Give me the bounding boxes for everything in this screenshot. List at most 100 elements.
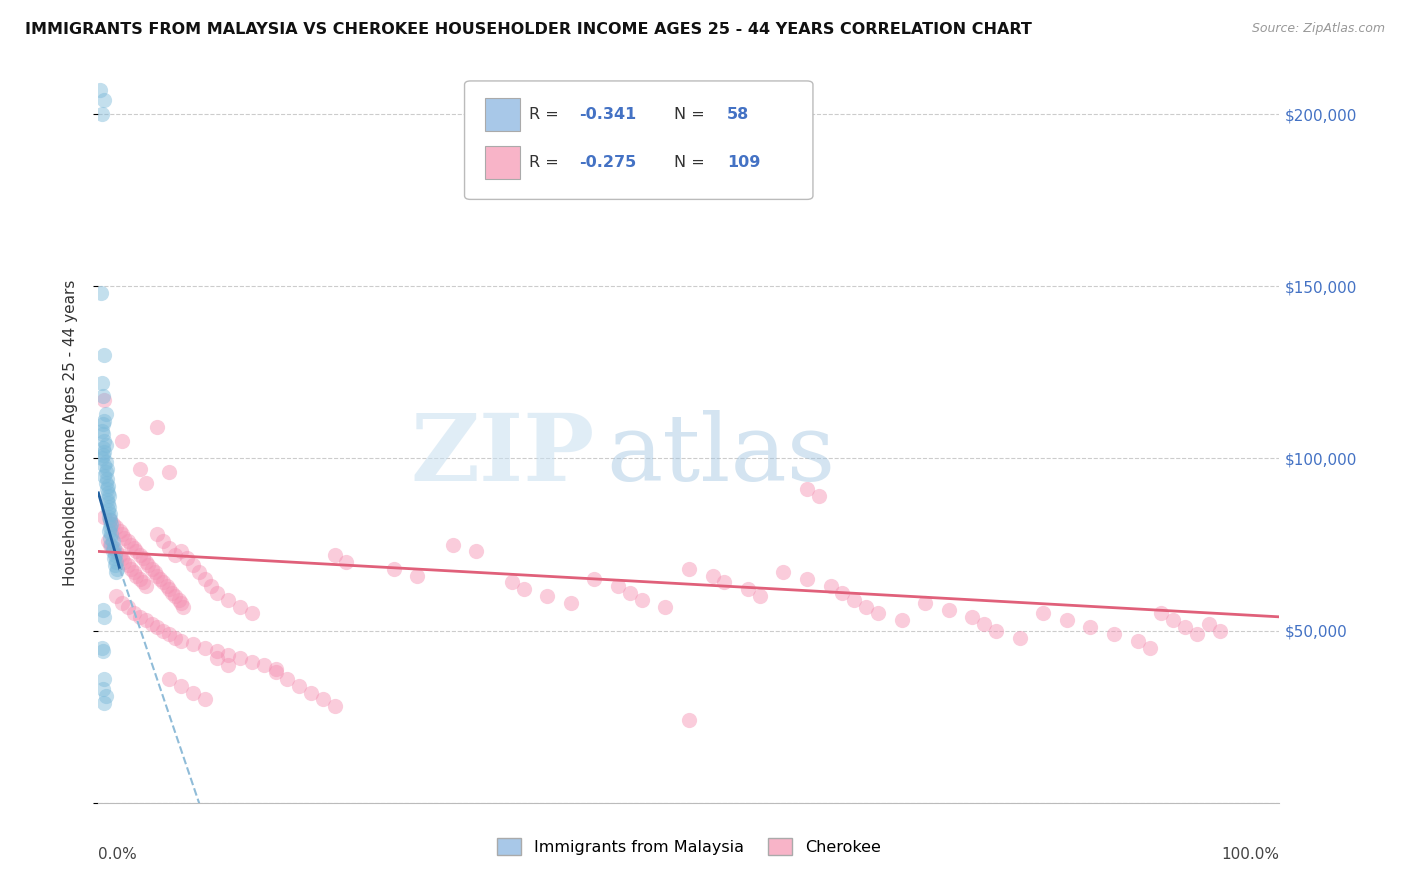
Point xyxy=(501,575,523,590)
Point xyxy=(111,596,134,610)
Point xyxy=(157,541,180,555)
Point xyxy=(128,572,150,586)
Point xyxy=(97,479,120,493)
Point xyxy=(105,544,128,558)
Point xyxy=(105,565,128,579)
Point xyxy=(152,624,174,638)
Text: 0.0%: 0.0% xyxy=(98,847,138,863)
Point xyxy=(91,427,114,442)
Point xyxy=(1198,616,1220,631)
Point xyxy=(136,558,159,573)
Point xyxy=(91,603,114,617)
Point xyxy=(94,438,117,452)
Point xyxy=(194,692,217,706)
Point xyxy=(713,575,735,590)
Point xyxy=(117,599,139,614)
Text: Source: ZipAtlas.com: Source: ZipAtlas.com xyxy=(1251,22,1385,36)
Point xyxy=(866,607,889,621)
Point xyxy=(105,589,128,603)
Point xyxy=(93,672,115,686)
Text: R =: R = xyxy=(530,107,564,122)
FancyBboxPatch shape xyxy=(485,98,520,130)
Point xyxy=(101,544,124,558)
Point xyxy=(146,527,169,541)
Point xyxy=(149,572,172,586)
Point xyxy=(101,541,124,555)
Point xyxy=(152,575,174,590)
Point xyxy=(172,599,194,614)
Point xyxy=(143,565,166,579)
Point xyxy=(93,696,115,710)
Point xyxy=(938,603,960,617)
Point xyxy=(112,531,135,545)
Point xyxy=(135,475,157,490)
Point xyxy=(97,534,120,549)
Point xyxy=(194,640,217,655)
Point xyxy=(181,685,204,699)
Point xyxy=(93,434,115,449)
Text: atlas: atlas xyxy=(606,409,835,500)
Point xyxy=(299,685,322,699)
Point xyxy=(831,586,853,600)
Point xyxy=(104,548,127,562)
Point xyxy=(135,613,157,627)
Point xyxy=(152,534,174,549)
Point xyxy=(94,689,117,703)
Point xyxy=(98,513,121,527)
Point xyxy=(1032,607,1054,621)
Point xyxy=(91,389,114,403)
Point xyxy=(1185,627,1208,641)
Point xyxy=(465,544,488,558)
Point xyxy=(807,489,830,503)
Point xyxy=(984,624,1007,638)
Point xyxy=(135,555,157,569)
Point xyxy=(121,537,143,551)
Point xyxy=(1056,613,1078,627)
Point xyxy=(1139,640,1161,655)
Point xyxy=(205,651,228,665)
Point xyxy=(737,582,759,597)
Point xyxy=(91,682,114,697)
Point xyxy=(98,520,121,534)
Point xyxy=(105,561,128,575)
Point xyxy=(97,496,120,510)
Point xyxy=(382,561,405,575)
Point xyxy=(93,468,115,483)
Point xyxy=(312,692,335,706)
Point xyxy=(101,516,124,531)
Point xyxy=(170,544,193,558)
Point xyxy=(122,541,145,555)
Point xyxy=(914,596,936,610)
Point xyxy=(141,616,163,631)
Point xyxy=(100,527,122,541)
Point xyxy=(146,420,169,434)
Point xyxy=(194,572,217,586)
Point xyxy=(583,572,606,586)
Point xyxy=(406,568,429,582)
Point xyxy=(607,579,630,593)
Text: 58: 58 xyxy=(727,107,749,122)
Point xyxy=(165,548,187,562)
Text: IMMIGRANTS FROM MALAYSIA VS CHEROKEE HOUSEHOLDER INCOME AGES 25 - 44 YEARS CORRE: IMMIGRANTS FROM MALAYSIA VS CHEROKEE HOU… xyxy=(25,22,1032,37)
Point xyxy=(855,599,877,614)
Point xyxy=(441,537,464,551)
Point xyxy=(170,679,193,693)
Point xyxy=(205,644,228,658)
Point xyxy=(229,599,252,614)
Point xyxy=(890,613,912,627)
Point xyxy=(181,558,204,573)
Point xyxy=(167,592,190,607)
FancyBboxPatch shape xyxy=(464,81,813,200)
Point xyxy=(276,672,298,686)
Point xyxy=(288,679,311,693)
Point xyxy=(560,596,582,610)
Point xyxy=(1209,624,1232,638)
Point xyxy=(125,568,148,582)
Point xyxy=(187,565,209,579)
Point xyxy=(98,537,121,551)
Point xyxy=(93,93,115,107)
Point xyxy=(91,640,114,655)
Point xyxy=(97,503,120,517)
Point xyxy=(98,524,121,538)
Point xyxy=(1008,631,1031,645)
